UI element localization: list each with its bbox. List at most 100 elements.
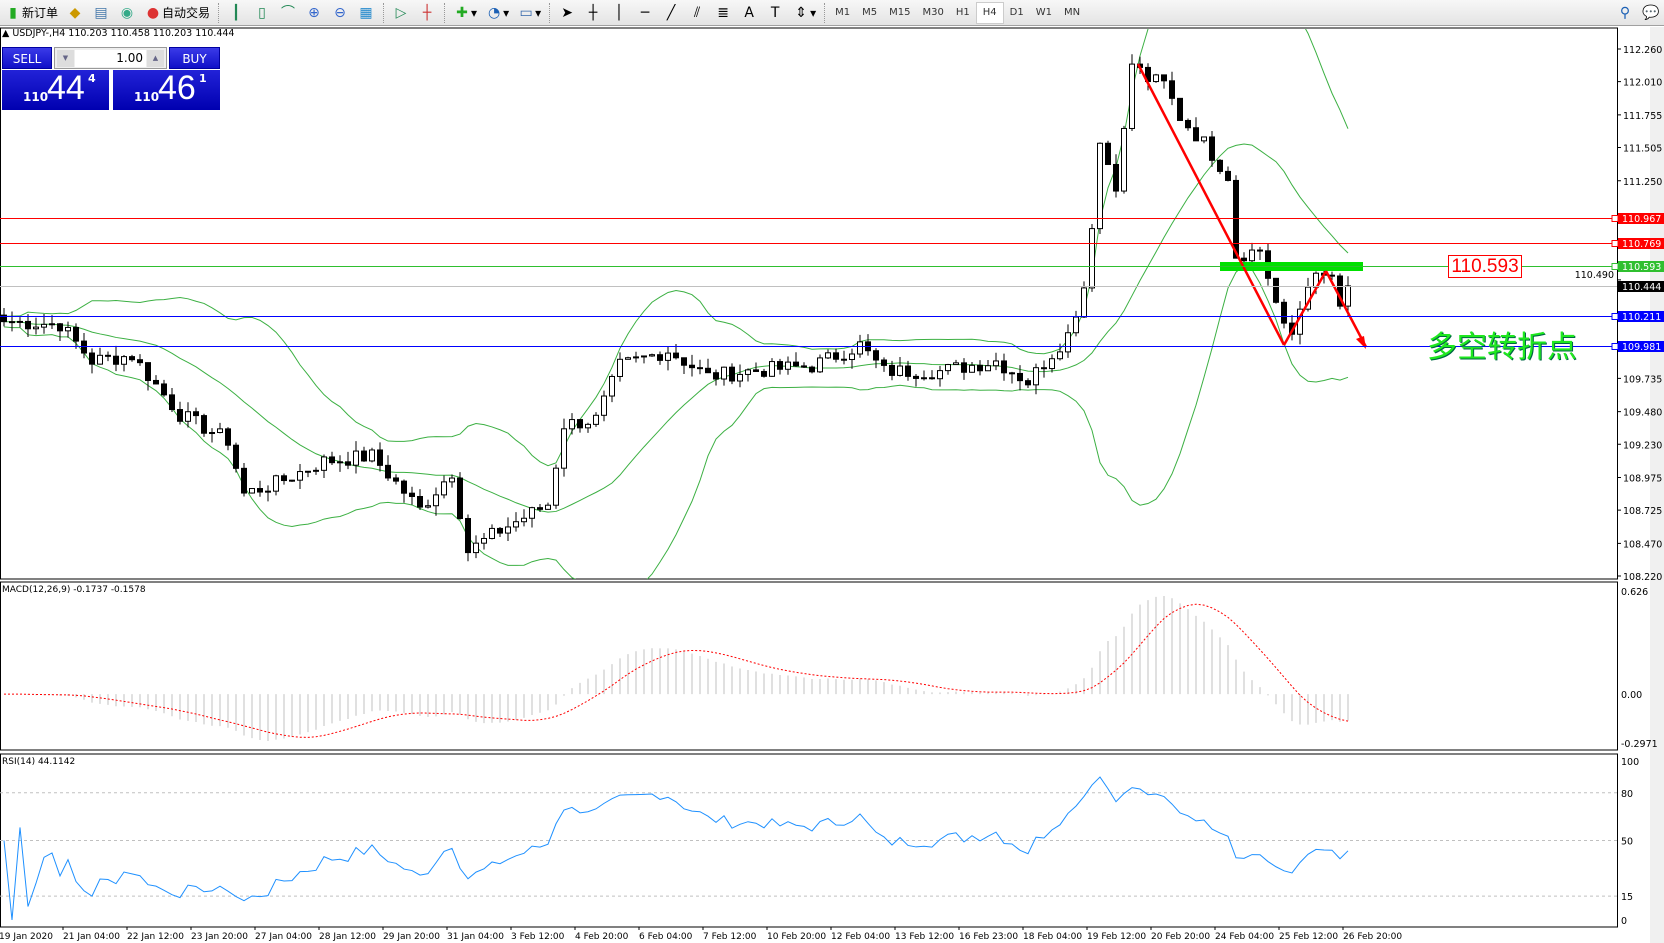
trendline-button[interactable]: ╱ — [658, 2, 684, 24]
search-button[interactable]: ⚲ — [1612, 2, 1638, 24]
buy-button[interactable]: BUY — [169, 47, 220, 69]
timeframe-h4[interactable]: H4 — [975, 1, 1004, 24]
tile-windows-button[interactable]: ▦ — [353, 2, 379, 24]
rsi-tick-label: 100 — [1621, 757, 1639, 768]
line-handle — [1611, 313, 1619, 320]
candle — [1193, 117, 1199, 142]
periods-button[interactable]: ◔ ▾ — [481, 2, 513, 24]
candle — [945, 363, 951, 375]
candle — [513, 512, 519, 532]
candle — [929, 370, 935, 380]
timeframe-m30[interactable]: M30 — [922, 7, 944, 18]
candle-body — [601, 395, 607, 416]
templates-button[interactable]: ▭ ▾ — [513, 2, 545, 24]
crosshair-button[interactable]: ┼ — [580, 2, 606, 24]
timeframe-m15[interactable]: M15 — [889, 7, 911, 18]
horizontal-line-icon: ─ — [640, 4, 650, 21]
market-watch-button[interactable]: ◆ — [62, 2, 88, 24]
candle — [841, 350, 847, 365]
candle-body — [649, 354, 655, 357]
candle-body — [497, 527, 503, 534]
equidistant-channel-button[interactable]: ⫽ — [684, 2, 710, 24]
text-button[interactable]: A — [736, 2, 762, 24]
candle — [9, 311, 15, 332]
candle — [489, 524, 495, 540]
candle-body — [121, 356, 127, 365]
lot-increase-button[interactable]: ▲ — [147, 50, 164, 67]
zoom-out-button[interactable]: ⊖ — [327, 2, 353, 24]
candle — [681, 357, 687, 375]
bar-chart-button[interactable]: ┃ — [223, 2, 249, 24]
candlestick-button[interactable]: ▯ — [249, 2, 275, 24]
timeframe-d1[interactable]: D1 — [1009, 7, 1024, 18]
candle-body — [569, 419, 575, 430]
time-label: 10 Feb 20:00 — [767, 932, 826, 942]
lot-size-input[interactable]: ▼ 1.00 ▲ — [54, 47, 167, 69]
candle — [769, 358, 775, 377]
candle — [297, 463, 303, 490]
candle-body — [65, 326, 71, 332]
lot-decrease-button[interactable]: ▼ — [57, 50, 74, 67]
sell-price[interactable]: 110 44 4 — [2, 69, 109, 110]
timeframe-m5[interactable]: M5 — [862, 7, 878, 18]
candle-body — [153, 379, 159, 385]
new-order-button[interactable]: ▮ 新订单 — [0, 2, 62, 24]
timeframe-mn[interactable]: MN — [1063, 7, 1081, 18]
horizontal-line-button[interactable]: ─ — [632, 2, 658, 24]
candle — [601, 390, 607, 422]
candle-body — [393, 477, 399, 482]
price-tick-label: 111.250 — [1623, 177, 1662, 188]
auto-trading-button[interactable]: ● 自动交易 — [140, 2, 214, 24]
sell-button[interactable]: SELL — [2, 47, 52, 69]
one-click-trading-panel: SELL ▼ 1.00 ▲ BUY 110 44 4 110 46 1 — [2, 47, 220, 110]
clock-icon: ◔ — [487, 4, 501, 21]
chart-shift-button[interactable]: ┼ — [414, 2, 440, 24]
rsi-tick-label: 80 — [1621, 789, 1633, 800]
candle-body — [1193, 127, 1199, 142]
candle — [225, 427, 231, 451]
candle-body — [753, 369, 759, 372]
auto-scroll-button[interactable]: ▷ — [388, 2, 414, 24]
candle-body — [993, 360, 999, 367]
bollinger-lower — [3, 264, 1349, 579]
crosshair-icon: ┼ — [588, 4, 598, 21]
lot-value[interactable]: 1.00 — [75, 50, 146, 67]
candle-body — [417, 496, 423, 508]
candle-body — [193, 411, 199, 417]
signal-icon: ◉ — [120, 4, 134, 21]
arrows-icon: ⇕ — [795, 4, 807, 21]
timeframe-w1[interactable]: W1 — [1035, 7, 1052, 18]
indicators-button[interactable]: ✚ ▾ — [449, 2, 481, 24]
arrows-button[interactable]: ⇕ ▾ — [788, 2, 820, 24]
candle-body — [41, 323, 47, 328]
candle — [729, 363, 735, 385]
text-label-button[interactable]: T — [762, 2, 788, 24]
buy-price[interactable]: 110 46 1 — [113, 69, 220, 110]
candle-body — [385, 464, 391, 479]
zoom-in-button[interactable]: ⊕ — [301, 2, 327, 24]
toolbar-separator — [218, 2, 220, 23]
timeframe-m1[interactable]: M1 — [835, 7, 851, 18]
candle — [449, 474, 455, 488]
cursor-button[interactable]: ➤ — [554, 2, 580, 24]
line-chart-button[interactable]: ⌒ — [275, 2, 301, 24]
candle-body — [769, 361, 775, 377]
price-tick-label: 109.230 — [1623, 440, 1662, 451]
navigator-button[interactable]: ▤ — [88, 2, 114, 24]
chat-button[interactable]: 💬 — [1638, 2, 1664, 24]
signals-button[interactable]: ◉ — [114, 2, 140, 24]
candle-body — [929, 377, 935, 380]
candle-body — [977, 364, 983, 372]
vertical-line-button[interactable]: │ — [606, 2, 632, 24]
annotation-price-label[interactable]: 110.593 — [1448, 255, 1522, 278]
trend-arrow-segment — [1136, 63, 1286, 346]
timeframe-h1[interactable]: H1 — [955, 7, 970, 18]
timeframe-bar: M1 M5 M15 M30 H1 H4 D1 W1 MN — [829, 1, 1086, 24]
annotation-text[interactable]: 多空转折点 — [1427, 330, 1577, 365]
toolbar-separator — [383, 2, 385, 23]
fibonacci-button[interactable]: ≣ — [710, 2, 736, 24]
rsi-line — [3, 776, 1349, 921]
candle — [809, 365, 815, 374]
candle-body — [1049, 358, 1055, 370]
